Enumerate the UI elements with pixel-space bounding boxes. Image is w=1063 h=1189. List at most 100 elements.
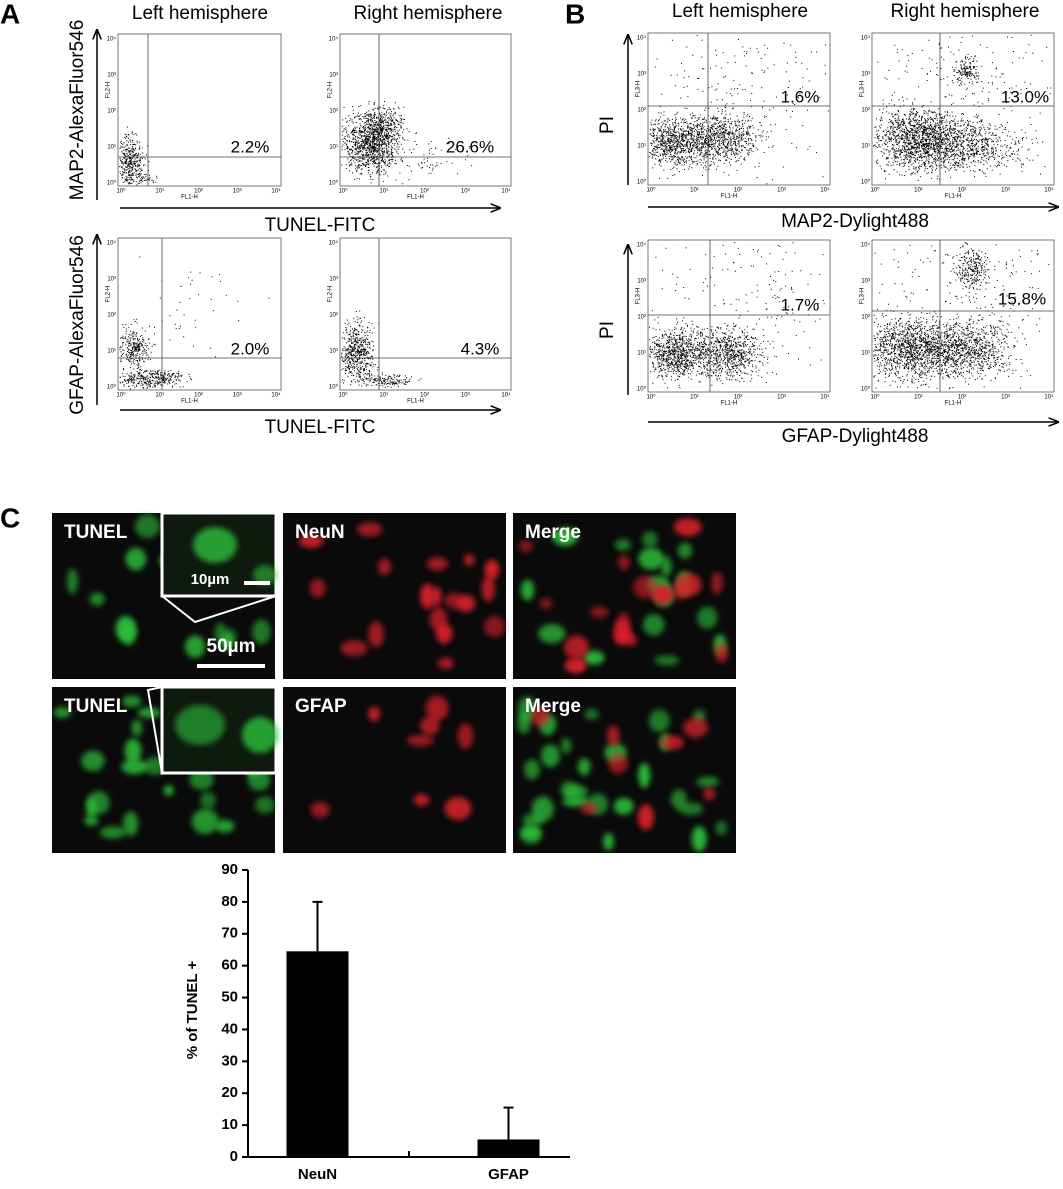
y-decade-tick: 10⁰	[329, 384, 339, 391]
cell-signal	[463, 554, 475, 566]
y-decade-tick: 10³	[329, 73, 338, 79]
cell-signal	[518, 539, 533, 553]
cell-signal	[618, 555, 630, 571]
cell-signal	[673, 582, 689, 600]
cell-signal	[406, 735, 434, 746]
cell-signal	[185, 635, 206, 658]
micrograph	[283, 687, 506, 853]
y-channel-label: FL2-H	[106, 82, 112, 99]
x-decade-tick: 10⁴	[271, 188, 281, 195]
cell-signal	[714, 643, 729, 663]
cell-signal	[120, 621, 137, 646]
y-axis-label: MAP2-AlexaFluor546	[67, 20, 88, 201]
event-dots	[119, 256, 270, 390]
cell-signal	[137, 707, 161, 718]
y-tick-label: 50	[221, 989, 238, 1006]
x-decade-tick: 10²	[734, 188, 743, 194]
panel-label: A	[0, 0, 20, 29]
y-channel-label: FL3-H	[860, 288, 866, 305]
x-decade-tick: 10²	[958, 188, 967, 194]
x-decade-tick: 10¹	[914, 188, 923, 194]
cell-signal	[633, 575, 658, 599]
cell-signal	[615, 539, 631, 551]
y-decade-tick: 10⁴	[329, 36, 339, 43]
x-decade-tick: 10²	[194, 393, 203, 399]
column-title: Right hemisphere	[891, 1, 1040, 22]
x-decade-tick: 10³	[777, 395, 786, 401]
flow-plot-frame	[871, 32, 1055, 186]
y-decade-tick: 10¹	[861, 144, 870, 150]
y-decade-tick: 10¹	[329, 349, 338, 355]
x-channel-label: FL1-H	[945, 401, 962, 407]
cell-signal	[608, 753, 629, 774]
y-channel-label: FL2-H	[328, 82, 334, 99]
x-axis-label: GFAP-Dylight488	[782, 426, 929, 447]
x-decade-tick: 10⁰	[338, 188, 348, 195]
cell-signal	[660, 556, 672, 577]
x-decade-tick: 10⁴	[501, 188, 511, 195]
x-decade-tick: 10⁴	[1044, 187, 1054, 194]
event-dots	[649, 35, 829, 185]
cell-signal	[484, 559, 500, 580]
cell-signal	[624, 634, 638, 647]
cell-signal	[522, 813, 544, 827]
cell-signal	[577, 758, 591, 776]
y-decade-tick: 10¹	[107, 145, 116, 151]
quadrant-percentage: 2.0%	[231, 339, 270, 358]
micrograph	[283, 513, 506, 679]
cell-signal	[715, 820, 728, 836]
y-decade-tick: 10⁰	[107, 180, 117, 187]
inset-cell	[175, 705, 225, 745]
y-decade-tick: 10⁴	[329, 240, 339, 247]
y-decade-tick: 10⁴	[861, 35, 871, 42]
cell-signal	[524, 759, 540, 780]
event-dots	[341, 310, 422, 388]
cell-signal	[84, 815, 99, 826]
y-channel-label: FL2-H	[328, 286, 334, 303]
event-dots	[873, 242, 1050, 390]
cell-signal	[163, 785, 174, 796]
x-decade-tick: 10¹	[690, 395, 699, 401]
cell-signal	[616, 612, 630, 637]
cell-signal	[538, 624, 566, 644]
cell-signal	[652, 584, 674, 605]
cell-signal	[310, 801, 330, 818]
micrograph	[513, 513, 736, 679]
y-decade-tick: 10²	[107, 313, 116, 319]
cell-signal	[606, 725, 620, 747]
bar	[477, 1139, 540, 1157]
y-decade-tick: 10¹	[637, 351, 646, 357]
cell-signal	[582, 650, 605, 665]
x-decade-tick: 10⁰	[116, 188, 126, 195]
x-decade-tick: 10⁴	[271, 392, 281, 399]
x-decade-tick: 10²	[958, 395, 967, 401]
inset-pointer	[146, 686, 163, 774]
x-decade-tick: 10⁰	[116, 392, 126, 399]
y-channel-label: FL3-H	[636, 81, 642, 98]
image-label: GFAP	[295, 696, 347, 717]
cell-signal	[444, 592, 464, 609]
x-channel-label: FL1-H	[407, 195, 424, 201]
y-decade-tick: 10⁴	[637, 35, 647, 42]
cell-signal	[564, 635, 589, 660]
quadrant-percentage: 1.6%	[781, 87, 820, 106]
y-decade-tick: 10³	[861, 279, 870, 285]
y-decade-tick: 10³	[107, 277, 116, 283]
y-tick-label: 10	[221, 1116, 238, 1133]
cell-signal	[66, 568, 78, 595]
cell-signal	[562, 796, 590, 807]
cell-signal	[437, 657, 454, 670]
cell-signal	[368, 706, 380, 722]
column-title: Right hemisphere	[354, 3, 503, 24]
image-label: Merge	[525, 696, 581, 717]
cell-signal	[560, 737, 572, 754]
cell-signal	[131, 719, 143, 737]
cell-signal	[125, 547, 147, 571]
y-decade-tick: 10¹	[861, 351, 870, 357]
quadrant-percentage: 2.2%	[231, 137, 270, 156]
cell-signal	[580, 803, 598, 814]
cell-signal	[483, 615, 505, 638]
cell-signal	[457, 723, 474, 749]
x-channel-label: FL1-H	[721, 401, 738, 407]
x-decade-tick: 10¹	[379, 189, 388, 195]
